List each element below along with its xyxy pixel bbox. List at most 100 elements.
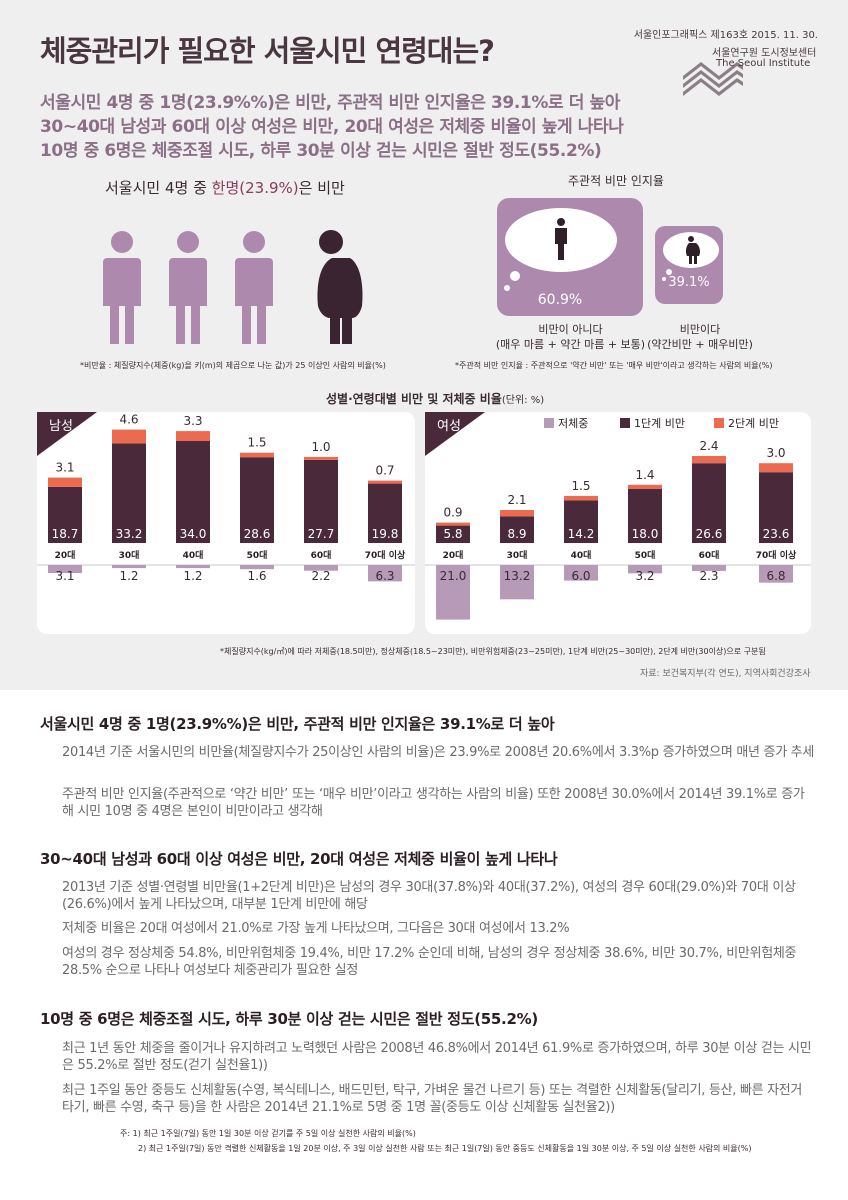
not-obese-label: 비만이 아니다 (매우 마름 + 약간 마름 + 보통) — [488, 322, 653, 352]
bar-underweight — [368, 565, 402, 582]
stage1-label: 19.8 — [372, 527, 399, 541]
category-tick-label: 50대 — [635, 549, 656, 561]
bar-stage2 — [240, 452, 274, 458]
people-figures — [103, 230, 363, 344]
stage1-label: 34.0 — [180, 527, 207, 541]
underweight-label: 6.0 — [571, 569, 590, 583]
panel-gender-label: 여성 — [437, 419, 461, 434]
category-tick-label: 30대 — [119, 549, 140, 561]
bar-stage2 — [48, 477, 82, 487]
category-tick-label: 20대 — [443, 549, 464, 561]
stage2-label: 1.5 — [247, 436, 266, 450]
stage2-label: 0.9 — [443, 506, 462, 520]
chart-unit: (단위: %) — [501, 395, 545, 406]
stage1-label: 14.2 — [568, 527, 595, 541]
stage2-label: 2.1 — [507, 493, 526, 507]
obese-bubble — [662, 232, 719, 281]
stage2-label: 3.3 — [183, 414, 202, 428]
bar-underweight — [436, 565, 470, 620]
female-panel — [425, 412, 811, 634]
bar-stage1 — [628, 489, 662, 543]
obese-label-2: (약간비만 + 매우비만) — [647, 338, 753, 351]
obesity-heading-accent: 한명(23.9%) — [211, 179, 299, 197]
bar-stage1 — [436, 525, 470, 543]
underweight-label: 13.2 — [504, 569, 531, 583]
seoul-institute-logo-icon — [683, 62, 743, 96]
obesity-heading-post: 은 비만 — [298, 179, 345, 197]
perception-note: *주관적 비만 인지율 : 주관적으로 '약간 비만' 또는 '매우 비만'이라… — [455, 361, 773, 370]
bar-stage2 — [564, 495, 598, 501]
stage1-label: 28.6 — [244, 527, 271, 541]
stage2-label: 4.6 — [119, 413, 138, 427]
bar-stage1 — [759, 472, 793, 543]
stage1-label: 18.0 — [632, 527, 659, 541]
stage1-label: 18.7 — [52, 527, 79, 541]
underweight-label: 6.3 — [375, 569, 394, 583]
person-icon — [235, 231, 273, 344]
stage1-label: 8.9 — [507, 527, 526, 541]
underweight-label: 21.0 — [440, 569, 467, 583]
body-note-1: 주: 1) 최근 1주일(7일) 동안 1일 30분 이상 걷기를 주 5일 이… — [120, 1129, 416, 1138]
stage1-label: 33.2 — [116, 527, 143, 541]
stage2-label: 2.4 — [699, 439, 718, 453]
bar-stage1 — [112, 443, 146, 543]
bar-stage2 — [692, 456, 726, 464]
obese-label-1: 비만이다 — [679, 323, 721, 336]
stage1-label: 5.8 — [443, 527, 462, 541]
obesity-heading: 서울시민 4명 중 한명(23.9%)은 비만 — [105, 177, 345, 198]
male-panel — [37, 412, 415, 634]
body-note-2: 2) 최근 1주일(7일) 동안 격렬한 신체활동을 1일 20분 이상, 주 … — [138, 1144, 752, 1153]
chart-source: 자료: 보건복지부(각 연도), 지역사회건강조사 — [640, 669, 811, 679]
bar-underweight — [500, 565, 534, 600]
body-para-3-2: 최근 1주일 동안 중등도 신체활동(수영, 복식테니스, 배드민턴, 탁구, … — [62, 1083, 803, 1115]
headline-1: 서울시민 4명 중 1명(23.9%%)은 비만, 주관적 비만 인지율은 39… — [40, 93, 620, 113]
legend-swatch — [714, 418, 724, 428]
stage2-label: 1.5 — [571, 479, 590, 493]
stage1-label: 23.6 — [763, 527, 790, 541]
bar-underweight — [564, 565, 598, 581]
bar-underweight — [240, 565, 274, 570]
bar-underweight — [176, 565, 210, 569]
bar-stage1 — [240, 457, 274, 543]
bar-stage2 — [436, 522, 470, 526]
obesity-bar-chart: 남성 18.7 3.1 20대 3.1 33.2 4.6 30대 1.2 34.0 3.3 40대 1.… — [37, 412, 811, 620]
bar-stage1 — [500, 516, 534, 543]
category-tick-label: 40대 — [571, 549, 592, 561]
org-name-ko: 서울연구원 도시정보센터 — [712, 48, 817, 59]
bar-underweight — [759, 565, 793, 583]
legend-swatch — [620, 418, 630, 428]
not-obese-bubble — [504, 208, 617, 291]
legend-label: 저체중 — [558, 417, 588, 430]
underweight-label: 2.3 — [699, 569, 718, 583]
bar-stage1 — [304, 459, 338, 543]
category-tick-label: 20대 — [55, 549, 76, 561]
perception-title: 주관적 비만 인지율 — [568, 174, 664, 188]
axis-strip — [425, 543, 811, 565]
panel-corner-banner — [425, 412, 485, 456]
stage2-label: 1.4 — [635, 468, 654, 482]
category-tick-label: 40대 — [183, 549, 204, 561]
axis-strip — [37, 543, 415, 565]
category-tick-label: 50대 — [247, 549, 268, 561]
stage2-label: 3.0 — [766, 446, 785, 460]
chart-title: 성별·연령대별 비만 및 저체중 비율(단위: %) — [326, 390, 544, 407]
bar-stage1 — [176, 441, 210, 543]
underweight-label: 6.8 — [766, 569, 785, 583]
headline-3: 10명 중 6명은 체중조절 시도, 하루 30분 이상 걷는 시민은 절반 정… — [40, 141, 602, 161]
stage1-label: 26.6 — [696, 527, 723, 541]
legend-label: 1단계 비만 — [634, 417, 685, 430]
bar-stage2 — [368, 480, 402, 484]
body-para-2-2: 저체중 비율은 20대 여성에서 21.0%로 가장 높게 나타났으며, 그다음… — [62, 921, 570, 936]
underweight-label: 3.2 — [635, 569, 654, 583]
bar-stage2 — [500, 510, 534, 517]
stage2-label: 1.0 — [311, 440, 330, 454]
not-obese-label-1: 비만이 아니다 — [538, 323, 603, 336]
body-para-2-3: 여성의 경우 정상체중 54.8%, 비만위험체중 19.4%, 비만 17.2… — [62, 946, 797, 978]
body-para-1-2: 주관적 비만 인지율(주관적으로 ‘약간 비만’ 또는 ‘매우 비만’이라고 생… — [62, 787, 805, 819]
stage1-label: 27.7 — [308, 527, 335, 541]
underweight-label: 3.1 — [55, 569, 74, 583]
bar-stage2 — [176, 431, 210, 441]
stage2-label: 3.1 — [55, 461, 74, 475]
obese-person-icon — [312, 230, 363, 344]
legend-label: 2단계 비만 — [728, 417, 779, 430]
